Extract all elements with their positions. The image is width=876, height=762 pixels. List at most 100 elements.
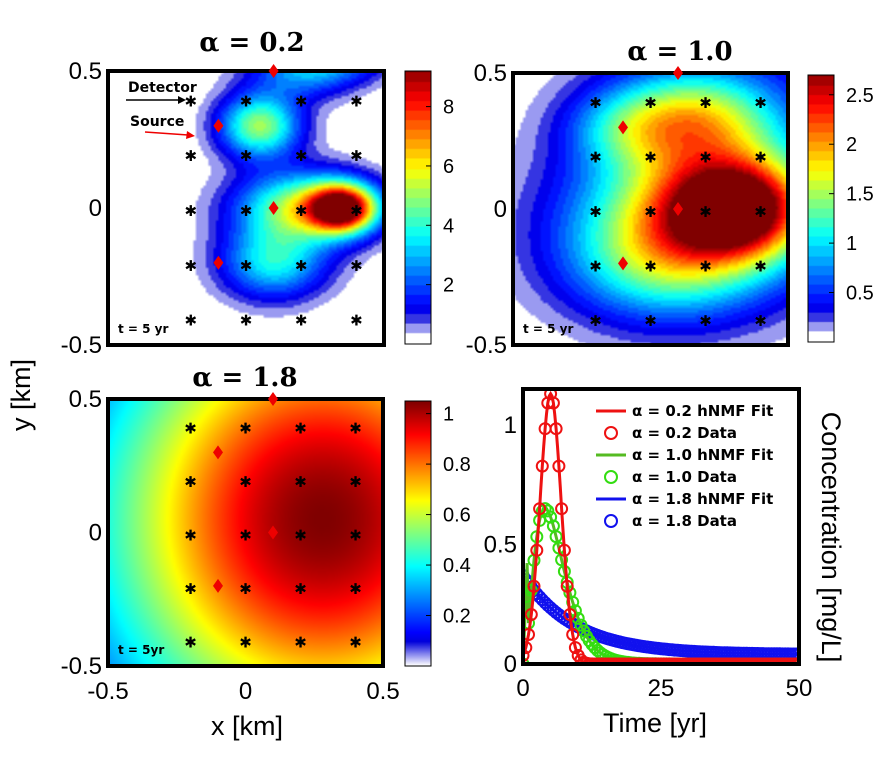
legend-label: α = 1.8 hNMF Fit xyxy=(632,490,773,508)
colorbar-frame xyxy=(404,400,432,667)
detector-marker: ✱ xyxy=(349,633,362,651)
data-point xyxy=(557,543,571,557)
detector-marker: ✱ xyxy=(349,473,362,491)
detector-marker: ✱ xyxy=(239,580,252,598)
detector-marker: ✱ xyxy=(699,203,712,221)
y-tick-label: 0.5 xyxy=(484,531,517,558)
source-arrow xyxy=(144,131,189,136)
detector-marker: ✱ xyxy=(240,147,253,165)
x-tick-label: -0.5 xyxy=(87,678,128,705)
detector-marker: ✱ xyxy=(239,633,252,651)
detector-annotation: Detector xyxy=(128,80,197,96)
detector-marker: ✱ xyxy=(350,312,363,330)
source-marker xyxy=(268,201,279,215)
data-point xyxy=(568,641,582,655)
data-point xyxy=(523,641,533,655)
x-axis-label: Time [yr] xyxy=(603,708,707,738)
colorbar-tick-label: 0.6 xyxy=(443,505,471,527)
y-tick-label: -0.5 xyxy=(61,332,102,359)
detector-marker: ✱ xyxy=(350,202,363,220)
detector-marker: ✱ xyxy=(294,527,307,545)
detector-marker: ✱ xyxy=(754,203,767,221)
source-marker xyxy=(213,578,223,593)
detector-marker: ✱ xyxy=(589,149,602,167)
source-arrowhead xyxy=(186,131,195,139)
data-point xyxy=(535,459,549,473)
annotations: Detector Source xyxy=(126,80,197,139)
detector-marker: ✱ xyxy=(294,473,307,491)
legend-label: α = 1.0 hNMF Fit xyxy=(632,446,773,464)
y-axis-label: y [km] xyxy=(6,359,36,431)
detector-marker: ✱ xyxy=(240,202,253,220)
detector-marker: ✱ xyxy=(185,202,198,220)
detector-marker: ✱ xyxy=(754,257,767,275)
series-1 xyxy=(523,390,799,664)
legend-swatch-marker xyxy=(604,514,618,528)
source-marker xyxy=(673,202,683,216)
colorbar-tick-label: 2 xyxy=(846,134,857,156)
source-marker xyxy=(268,392,278,406)
y-tick-label: -0.5 xyxy=(61,653,102,680)
detector-marker: ✱ xyxy=(240,312,253,330)
detector-marker: ✱ xyxy=(644,312,657,330)
detector-marker: ✱ xyxy=(350,147,363,165)
y-tick-label: 0.5 xyxy=(69,58,102,85)
y-tick-label: 0.5 xyxy=(474,60,507,87)
detector-marker: ✱ xyxy=(295,202,308,220)
data-point xyxy=(523,628,535,641)
source-marker xyxy=(268,64,279,78)
time-label: t = 5yr xyxy=(118,643,164,657)
detector-marker: ✱ xyxy=(184,633,197,651)
data-point xyxy=(523,649,530,662)
x-tick-label: 50 xyxy=(786,675,813,702)
detector-marker: ✱ xyxy=(699,94,712,112)
detector-marker: ✱ xyxy=(239,473,252,491)
line-chart-panel: α = 0.2 hNMF Fit α = 0.2 Data α = 1.0 hNMF… xyxy=(484,387,846,738)
colorbar-tick-label: 8 xyxy=(443,97,454,119)
heatmap-field xyxy=(108,399,383,666)
colorbar-tick-label: 6 xyxy=(443,156,454,178)
x-tick-label: 0 xyxy=(516,675,529,702)
fit-line xyxy=(523,390,799,664)
source-annotation: Source xyxy=(130,114,184,130)
source-marker xyxy=(268,525,278,540)
detector-marker: ✱ xyxy=(240,257,253,275)
data-point xyxy=(549,422,563,436)
detector-marker: ✱ xyxy=(589,94,602,112)
colorbar-tick-label: 0.5 xyxy=(846,283,874,305)
plot-frame xyxy=(106,397,385,668)
legend-swatch-marker xyxy=(604,426,618,440)
colorbar-tick-label: 1 xyxy=(443,404,454,426)
legend-swatch-marker xyxy=(604,470,618,484)
panel-title: α = 0.2 xyxy=(199,28,304,58)
y-tick-label: -0.5 xyxy=(466,332,507,359)
x-tick-label: 25 xyxy=(648,675,675,702)
colorbar-frame xyxy=(404,70,432,345)
panel-title: α = 1.8 xyxy=(192,363,297,393)
detector-marker: ✱ xyxy=(589,312,602,330)
detector-marker: ✱ xyxy=(185,257,198,275)
detector-marker: ✱ xyxy=(184,473,197,491)
detector-marker: ✱ xyxy=(644,203,657,221)
source-marker xyxy=(673,66,683,80)
data-point xyxy=(560,579,574,593)
legend-label: α = 0.2 Data xyxy=(632,424,737,442)
colorbar-tick-label: 1 xyxy=(846,233,857,255)
data-point xyxy=(533,502,547,516)
detector-marker: ✱ xyxy=(754,312,767,330)
colorbar-tick-label: 1.5 xyxy=(846,184,874,206)
detector-marker: ✱ xyxy=(294,633,307,651)
source-marker xyxy=(213,255,224,270)
detector-marker: ✱ xyxy=(699,149,712,167)
heatmap-panel-1: ✱ ✱ ✱ ✱ ✱ ✱ ✱ ✱ ✱ ✱ ✱ ✱ ✱ ✱ ✱ ✱ ✱ ✱ ✱ ✱ α = 0.2 t = 5 yr 0.5 0 -… xyxy=(61,28,454,359)
detector-marker: ✱ xyxy=(184,420,197,438)
detector-marker: ✱ xyxy=(350,257,363,275)
heatmap-panel-2: ✱ ✱ ✱ ✱ ✱ ✱ ✱ ✱ ✱ ✱ ✱ ✱ ✱ ✱ ✱ ✱ ✱ ✱ ✱ ✱ α = 1.0 t = 5 yr 0.5 0 -… xyxy=(466,37,874,359)
heatmap-panel-3: ✱ ✱ ✱ ✱ ✱ ✱ ✱ ✱ ✱ ✱ ✱ ✱ ✱ ✱ ✱ ✱ ✱ ✱ ✱ ✱ α = 1.8 t = 5yr 0.5 0 -0… xyxy=(61,363,471,705)
detector-marker: ✱ xyxy=(589,203,602,221)
data-point xyxy=(552,459,566,473)
colorbar-tick-label: 2 xyxy=(443,275,454,297)
source-marker xyxy=(213,118,224,133)
